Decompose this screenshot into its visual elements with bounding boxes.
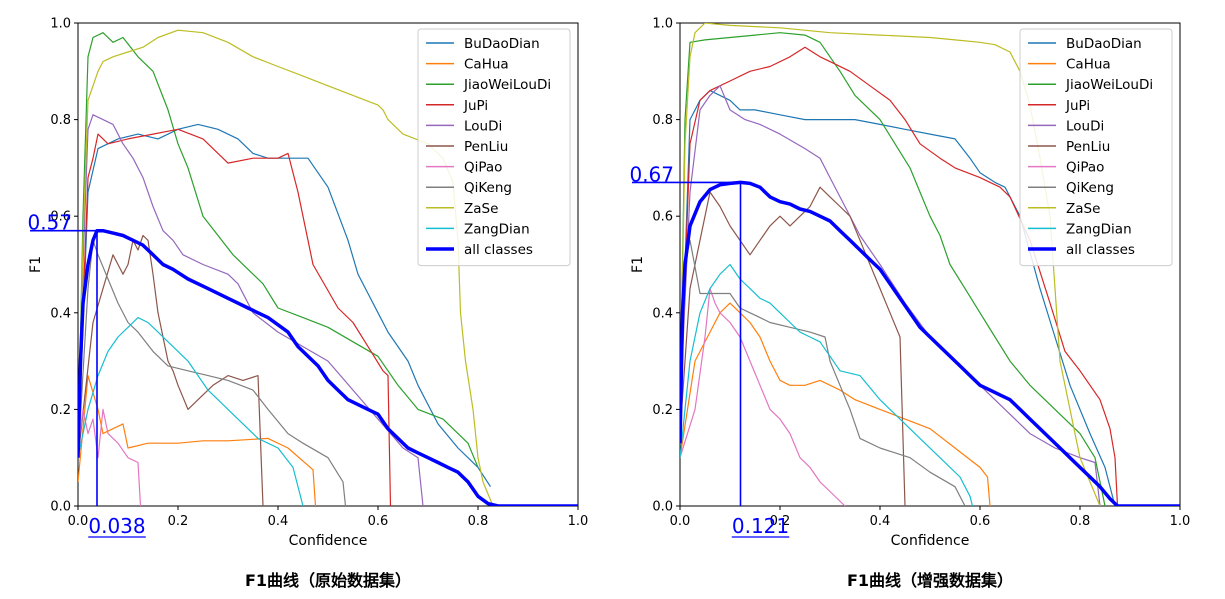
chart-0-series-qikeng-line xyxy=(78,239,347,506)
chart-1-legend-label-penliu: PenLiu xyxy=(1066,139,1110,155)
chart-0-y-tick-label: 1.0 xyxy=(50,17,71,32)
chart-0-series-group xyxy=(78,29,578,506)
chart-1-series-jiaoweiloudi-line xyxy=(680,32,1106,506)
chart-1-series-penliu-line xyxy=(680,186,906,506)
chart-0-series-jiaoweiloudi-line xyxy=(78,32,479,468)
chart-1-x-tick-label: 0.4 xyxy=(870,514,891,529)
chart-1-legend-label-zase: ZaSe xyxy=(1066,201,1100,217)
chart-0-legend-label-qikeng: QiKeng xyxy=(464,180,512,196)
chart-0-series-all-classes-line xyxy=(78,228,578,506)
chart-1-y-axis-label: F1 xyxy=(630,256,646,273)
chart-1-annotation-x-value: 0.121 xyxy=(732,514,789,538)
chart-1-x-tick-label: 0.6 xyxy=(970,514,991,529)
chart-1-legend-label-qikeng: QiKeng xyxy=(1066,180,1114,196)
chart-1-series-budaodian-line xyxy=(680,90,1116,506)
chart-0-x-tick-label: 0.2 xyxy=(168,514,189,529)
chart-1-legend-label-cahua: CaHua xyxy=(1066,57,1111,73)
chart-0-legend-label-all-classes: all classes xyxy=(464,242,533,258)
chart-0-legend: BuDaoDian CaHua JiaoWeiLouDi JuPi LouDi PenLi… xyxy=(417,28,571,267)
chart-0-x-tick-label: 1.0 xyxy=(568,514,589,529)
chart-0-title: F1曲线（原始数据集） xyxy=(245,571,411,590)
chart-1-title: F1曲线（增强数据集） xyxy=(847,571,1013,590)
chart-0-plot-frame xyxy=(77,22,579,507)
chart-1-annotation: 0.67 0.121 xyxy=(629,162,790,538)
chart-1-series-zangdian-line xyxy=(680,263,974,506)
chart-0-legend-box xyxy=(417,28,571,267)
chart-0-y-tick-label: 0.6 xyxy=(50,210,71,225)
chart-1-x-tick-label: 0.8 xyxy=(1070,514,1091,529)
chart-1-legend-label-jupi: JuPi xyxy=(1065,98,1090,114)
chart-1-x-tick-label: 1.0 xyxy=(1170,514,1191,529)
chart-0-y-tick-label: 0.8 xyxy=(50,113,71,128)
chart-0-legend-label-loudi: LouDi xyxy=(464,118,502,134)
chart-0-y-axis-label: F1 xyxy=(28,256,44,273)
chart-0-x-tick-label: 0.8 xyxy=(468,514,489,529)
chart-1-series-loudi-line xyxy=(680,85,1101,506)
chart-0-y-tick-label: 0.2 xyxy=(50,403,71,418)
chart-1-panel: 0.0 0.2 0.4 0.6 0.8 1.0 0.0 0.2 0.4 0.6 0.8 1.0 Conf… xyxy=(629,17,1190,591)
chart-1-series-zase-line xyxy=(680,23,1101,506)
chart-1-x-tick-label: 0.2 xyxy=(770,514,791,529)
chart-0-x-tick-label: 0.4 xyxy=(268,514,289,529)
chart-0-legend-label-jupi: JuPi xyxy=(463,98,488,114)
chart-1-series-cahua-line xyxy=(680,302,991,506)
chart-0-legend-label-zangdian: ZangDian xyxy=(464,221,530,237)
chart-0-series-qipao-line xyxy=(78,408,142,506)
chart-0-series-penliu-line xyxy=(78,234,264,506)
chart-0-legend-label-penliu: PenLiu xyxy=(464,139,508,155)
chart-1-plot-frame xyxy=(679,22,1181,507)
chart-0-legend-label-zase: ZaSe xyxy=(464,201,498,217)
chart-1-y-tick-label: 0.2 xyxy=(652,403,673,418)
chart-0-annotation-x-value: 0.038 xyxy=(88,514,145,538)
chart-1-series-qipao-line xyxy=(680,288,846,506)
chart-1-legend-label-all-classes: all classes xyxy=(1066,242,1135,258)
chart-0-x-tick-label: 0.0 xyxy=(68,514,89,529)
chart-0-y-tick-label: 0.4 xyxy=(50,306,71,321)
chart-1-legend-label-budaodian: BuDaoDian xyxy=(1066,36,1142,52)
chart-1-y-tick-label: 0.0 xyxy=(652,500,673,515)
chart-1-legend-label-zangdian: ZangDian xyxy=(1066,221,1132,237)
chart-1-legend-box xyxy=(1019,28,1173,267)
chart-0-legend-label-cahua: CaHua xyxy=(464,57,509,73)
chart-0-legend-label-budaodian: BuDaoDian xyxy=(464,36,540,52)
chart-1-y-tick-label: 0.4 xyxy=(652,306,673,321)
chart-0-x-axis-label: Confidence xyxy=(289,533,368,549)
chart-1-legend-label-loudi: LouDi xyxy=(1066,118,1104,134)
chart-1-annotation-y-value: 0.67 xyxy=(629,162,674,186)
chart-1-legend-label-jiaoweiloudi: JiaoWeiLouDi xyxy=(1065,77,1153,93)
chart-1-series-qikeng-line xyxy=(680,239,966,506)
chart-0-legend-label-jiaoweiloudi: JiaoWeiLouDi xyxy=(463,77,551,93)
chart-0-annotation-y-value: 0.57 xyxy=(27,211,72,235)
chart-0-series-jupi-line xyxy=(78,128,392,506)
chart-0-x-tick-label: 0.6 xyxy=(368,514,389,529)
chart-0-series-zase-line xyxy=(78,29,494,506)
chart-1-y-tick-label: 1.0 xyxy=(652,17,673,32)
chart-1-y-tick-label: 0.8 xyxy=(652,113,673,128)
chart-0-legend-label-qipao: QiPao xyxy=(464,160,502,176)
chart-1-y-tick-label: 0.6 xyxy=(652,210,673,225)
chart-1-series-jupi-line xyxy=(680,46,1119,506)
chart-0-series-zangdian-line xyxy=(78,317,304,506)
chart-0-annotation: 0.57 0.038 xyxy=(27,211,146,538)
chart-1-legend-label-qipao: QiPao xyxy=(1066,160,1104,176)
chart-1-x-axis-label: Confidence xyxy=(891,533,970,549)
chart-0-y-tick-label: 0.0 xyxy=(50,500,71,515)
chart-1-x-tick-label: 0.0 xyxy=(670,514,691,529)
chart-0-panel: 0.0 0.2 0.4 0.6 0.8 1.0 0.0 0.2 0.4 0.6 0.8 1.0 Conf… xyxy=(27,17,588,591)
chart-0-series-loudi-line xyxy=(78,114,424,506)
chart-0-series-cahua-line xyxy=(78,375,317,506)
chart-1-legend: BuDaoDian CaHua JiaoWeiLouDi JuPi LouDi PenLi… xyxy=(1019,28,1173,267)
